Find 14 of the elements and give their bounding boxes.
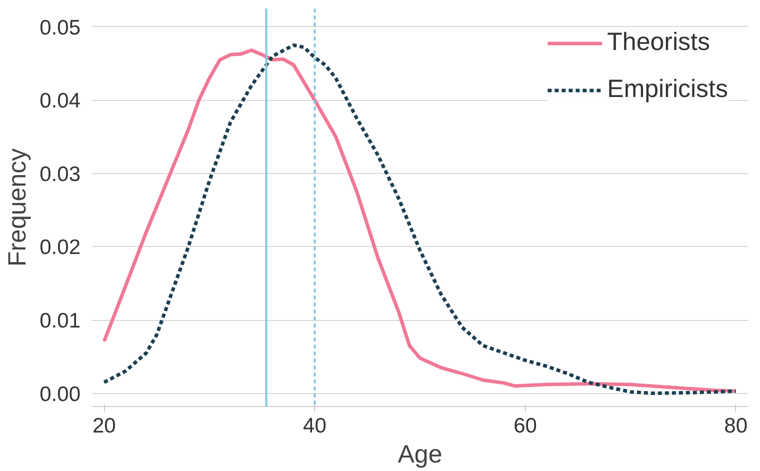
x-tick-label: 40 <box>303 414 326 438</box>
y-tick-label: 0.05 <box>40 16 81 40</box>
legend-label: Empiricists <box>607 75 728 104</box>
y-axis-title: Frequency <box>4 148 32 267</box>
y-tick-label: 0.02 <box>40 236 81 260</box>
x-tick-label: 60 <box>514 414 537 438</box>
x-tick-label: 20 <box>92 414 116 438</box>
y-tick-label: 0.03 <box>40 162 81 186</box>
y-tick-label: 0.00 <box>40 382 81 406</box>
x-axis-title: Age <box>398 440 442 468</box>
legend-label: Theorists <box>607 28 710 57</box>
x-tick-label: 80 <box>724 414 748 438</box>
y-tick-label: 0.04 <box>40 90 81 113</box>
y-tick-label: 0.01 <box>40 310 81 333</box>
